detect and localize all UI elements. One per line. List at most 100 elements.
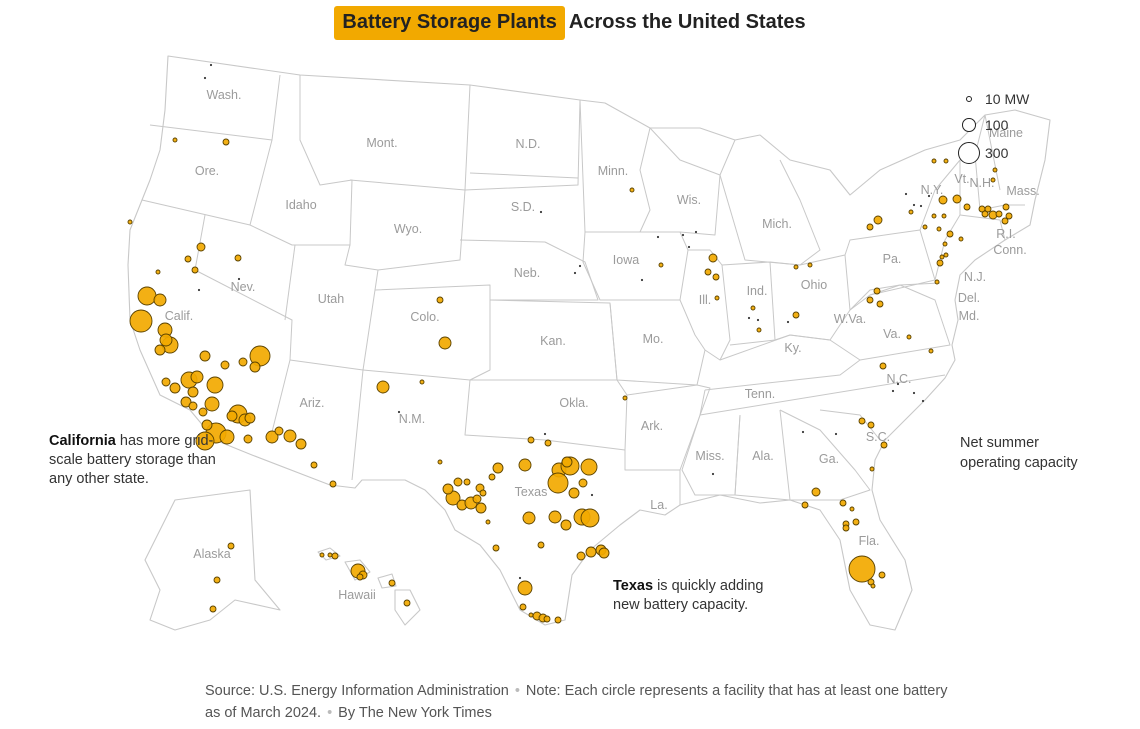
facility-dot [656,235,660,239]
footer: Source: U.S. Energy Information Administ… [205,683,948,721]
plant-circle [184,255,192,263]
facility-dot [896,382,900,386]
plant-circle [129,309,153,333]
plant-circle [547,472,569,494]
facility-dot [912,391,916,395]
texas-text: is quickly adding new battery capacity. [613,578,764,613]
us-outline [127,55,1051,631]
state-label-ky: Ky. [784,341,801,355]
plant-circle [873,287,881,295]
facility-dot [891,389,895,393]
facility-dot [539,210,543,214]
state-label-md: Md. [959,309,980,323]
facility-dot [747,316,751,320]
plant-circle [195,431,215,451]
state-label-in: Ind. [747,284,768,298]
plant-circle [908,209,914,215]
small-facility-dots [197,63,931,580]
plant-circle [154,344,166,356]
plant-circle [622,395,628,401]
facility-dot [578,264,582,268]
facility-dot [209,63,213,67]
plant-circle [249,361,261,373]
state-label-va: Va. [883,327,901,341]
texas-bold: Texas [613,578,654,594]
state-label-wi: Wis. [677,193,701,207]
capacity-legend: Net summer operating capacity 10 MW 100 30… [958,91,1100,573]
facility-dot [801,430,805,434]
plant-circle [1001,217,1009,225]
plant-circle [598,547,610,559]
plant-circle [578,478,588,488]
state-label-sc: S.C. [866,430,890,444]
plant-circle [155,269,161,275]
plant-circle [580,458,598,476]
plant-circle [517,580,533,596]
plant-circle [518,458,532,472]
california-text: has more grid-scale battery storage than… [49,433,216,487]
facility-dot [711,472,715,476]
plant-circle [356,573,364,581]
plant-circle [438,336,452,350]
plant-circle [658,262,664,268]
plant-circle [199,350,211,362]
california-bold: California [49,433,116,449]
facility-dot [834,432,838,436]
plant-circle [792,311,800,319]
plant-circle [869,466,875,472]
legend-label: 300 [985,145,1009,161]
plant-circle [295,438,307,450]
plant-circle [169,382,181,394]
plant-circle [198,407,208,417]
facility-dot [912,203,916,207]
state-label-de: Del. [958,291,980,305]
plant-circle [568,487,580,499]
legend-title: Net summer operating capacity [960,435,1078,471]
state-label-ak: Alaska [193,547,231,561]
plant-circle [858,417,866,425]
plant-circle [952,194,962,204]
state-borders [141,74,1025,505]
plant-circle [161,377,171,387]
legend-items: 10 MW 100 300 [958,91,1100,573]
plant-circle [265,430,279,444]
plant-circle [878,571,886,579]
plant-circle [811,487,821,497]
state-label-wa: Wash. [207,88,242,102]
plant-circle [327,552,333,558]
plant-circle [708,253,718,263]
state-label-vt: Vt. [954,172,969,186]
state-label-id: Idaho [285,198,316,212]
plant-circle [839,499,847,507]
plant-circle [226,410,238,422]
state-label-oh: Ohio [801,278,827,292]
state-label-tn: Tenn. [745,387,776,401]
plant-circle [879,362,887,370]
map-title: Battery Storage Plants Across the United … [0,6,1140,40]
plant-circle [172,137,178,143]
plant-circle [243,434,253,444]
plant-circle [188,401,198,411]
plant-circle [453,477,463,487]
facility-dot [919,204,923,208]
plant-circle [981,210,989,218]
state-label-wy: Wyo. [394,222,422,236]
plant-circle [219,429,235,445]
plant-circle [376,380,390,394]
plant-circle [842,524,850,532]
plant-circle [931,158,937,164]
state-label-sd: S.D. [511,200,535,214]
facility-dot [237,277,241,281]
state-label-nm: N.M. [399,412,425,426]
state-label-mi: Mich. [762,217,792,231]
state-label-ks: Kan. [540,334,566,348]
plant-circle [852,518,860,526]
plant-circle [319,552,325,558]
facility-dot [397,410,401,414]
plant-circle [1002,203,1010,211]
plant-circle [936,226,942,232]
plant-circle [213,576,221,584]
facility-dot [543,432,547,436]
legend-label: 100 [985,117,1009,133]
plant-circle [403,599,411,607]
